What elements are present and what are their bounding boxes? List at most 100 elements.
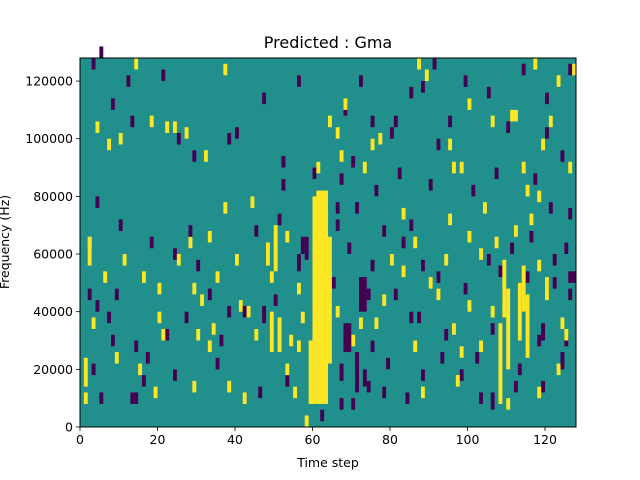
heatmap-cell-high: [533, 58, 538, 70]
heatmap-cell-low: [390, 127, 394, 139]
heatmap-cell-low: [227, 132, 232, 145]
heatmap-block-low: [281, 179, 286, 191]
heatmap-cell-high: [390, 254, 394, 266]
heatmap-cell-low: [176, 132, 181, 145]
heatmap-cell-high: [448, 213, 453, 226]
heatmap-cell-high: [560, 317, 565, 329]
heatmap-cell-high: [351, 334, 356, 347]
heatmap-cell-low: [436, 138, 441, 151]
heatmap-block-low: [130, 392, 139, 404]
heatmap-cell-high: [483, 202, 487, 214]
heatmap-cell-low: [382, 225, 387, 237]
heatmap-cell-high: [370, 138, 375, 151]
heatmap-cell-low: [448, 115, 453, 128]
heatmap-cell-high: [362, 161, 367, 174]
heatmap-cell-low: [320, 409, 325, 422]
heatmap-block-high: [521, 265, 526, 312]
heatmap-cell-low: [173, 369, 177, 381]
heatmap-cell-low: [111, 334, 115, 347]
heatmap-cell-low: [87, 288, 92, 301]
heatmap-cell-low: [165, 328, 170, 341]
heatmap-cell-high: [335, 305, 340, 318]
heatmap-cell-low: [161, 69, 166, 82]
x-tick-label: 20: [150, 432, 166, 447]
x-tick-label: 60: [305, 432, 321, 447]
heatmap-cell-low: [227, 305, 232, 318]
heatmap-cell-high: [514, 225, 518, 237]
heatmap-block-high: [517, 282, 522, 341]
heatmap-cell-high: [417, 58, 422, 70]
heatmap-block-high: [316, 190, 329, 404]
heatmap-cell-low: [475, 352, 480, 364]
heatmap-cell-low: [258, 386, 263, 399]
heatmap-block-high: [173, 121, 177, 133]
heatmap-cell-low: [95, 196, 100, 208]
heatmap-cell-high: [479, 248, 484, 260]
heatmap-cell-low: [560, 150, 565, 162]
heatmap-block-high: [266, 242, 270, 266]
heatmap-cell-high: [525, 184, 530, 197]
heatmap-block-high: [498, 323, 503, 404]
heatmap-cell-low: [533, 173, 538, 185]
heatmap-block-high: [192, 380, 197, 393]
heatmap-cell-high: [537, 190, 542, 203]
heatmap-block-low: [188, 225, 193, 237]
heatmap-cell-low: [149, 236, 154, 249]
heatmap-block-high: [304, 415, 309, 427]
heatmap-cell-high: [176, 254, 181, 266]
heatmap-cell-high: [161, 328, 166, 341]
y-tick-label: 100000: [25, 131, 73, 146]
heatmap-cell-high: [134, 58, 139, 70]
heatmap-cell-low: [568, 207, 573, 220]
heatmap-cell-high: [289, 334, 294, 347]
heatmap-cell-high: [521, 161, 526, 174]
heatmap-cell-high: [541, 138, 546, 151]
heatmap-cell-low: [285, 375, 290, 387]
heatmap-cell-low: [545, 92, 549, 105]
heatmap-cell-low: [355, 202, 360, 214]
heatmap-cell-high: [374, 317, 379, 329]
heatmap-cell-high: [572, 63, 577, 76]
heatmap-cell-low: [432, 58, 437, 70]
heatmap-cell-low: [552, 254, 557, 266]
heatmap-block-low: [219, 334, 224, 347]
heatmap-block-low: [297, 254, 301, 272]
heatmap-cell-high: [424, 69, 429, 82]
heatmap-cell-high: [444, 254, 449, 266]
heatmap-block-high: [165, 121, 170, 133]
heatmap-cell-high: [107, 138, 112, 151]
heatmap-cell-high: [188, 236, 193, 249]
heatmap-cell-low: [506, 121, 511, 133]
heatmap-cells: [83, 46, 577, 427]
heatmap-block-low: [409, 311, 414, 324]
x-axis: 0 20 40 60 80 100 120: [76, 427, 557, 447]
heatmap-block-low: [560, 352, 565, 364]
heatmap-cell-low: [568, 63, 573, 76]
heatmap-cell-high: [490, 115, 495, 128]
heatmap-block-low: [564, 334, 569, 347]
heatmap-cell-high: [157, 282, 162, 295]
heatmap-cell-low: [351, 398, 356, 410]
heatmap-cell-high: [149, 115, 154, 128]
heatmap-block-high: [564, 328, 569, 341]
heatmap-cell-low: [525, 271, 530, 283]
heatmap-cell-low: [99, 46, 104, 58]
heatmap-cell-high: [556, 363, 561, 376]
heatmap-cell-low: [118, 219, 123, 231]
heatmap-block-low: [359, 277, 367, 312]
heatmap-cell-high: [215, 271, 220, 283]
heatmap-cell-high: [254, 328, 259, 341]
heatmap-cell-low: [548, 202, 553, 214]
heatmap-cell-low: [463, 75, 468, 87]
heatmap-cell-low: [537, 334, 542, 347]
heatmap-cell-low: [91, 58, 96, 70]
plot-area: [80, 46, 577, 427]
heatmap-block-high: [328, 115, 332, 128]
heatmap-block-low: [347, 242, 352, 255]
heatmap-cell-high: [537, 386, 542, 399]
heatmap-cell-low: [192, 150, 197, 162]
heatmap-cell-high: [122, 254, 127, 266]
heatmap-cell-high: [227, 380, 232, 393]
heatmap-block-low: [362, 369, 367, 387]
